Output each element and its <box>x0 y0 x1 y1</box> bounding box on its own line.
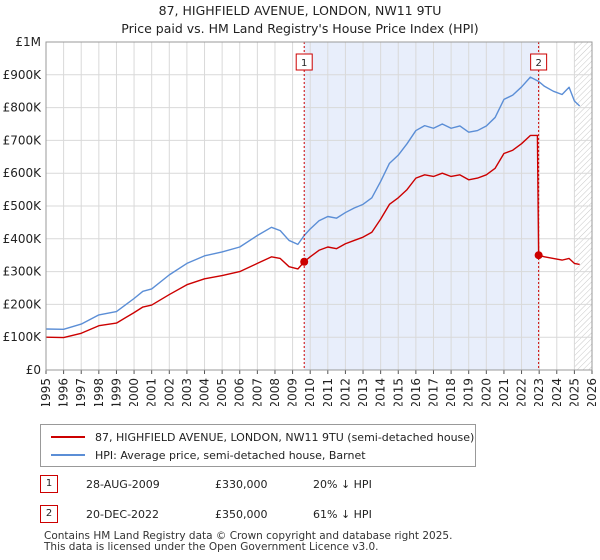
x-tick-label: 2021 <box>497 378 511 406</box>
y-tick-label: £1M <box>15 36 41 49</box>
x-tick-label: 2026 <box>585 378 599 406</box>
sale-row-1: 1 28-AUG-2009 £330,000 20% ↓ HPI <box>40 475 580 495</box>
x-tick-label: 1998 <box>92 378 106 406</box>
sale-number-badge: 1 <box>40 475 58 493</box>
footer-copyright: Contains HM Land Registry data © Crown c… <box>44 530 453 542</box>
sale-marker-box <box>295 53 313 71</box>
x-tick-label: 2002 <box>162 378 176 406</box>
x-tick-label: 2006 <box>233 378 247 406</box>
sale-point <box>534 251 543 260</box>
footer-licence: This data is licensed under the Open Gov… <box>44 541 379 553</box>
sale-date: 20-DEC-2022 <box>86 508 160 521</box>
legend: 87, HIGHFIELD AVENUE, LONDON, NW11 9TU (… <box>40 424 476 467</box>
x-tick-label: 2015 <box>391 378 405 406</box>
x-tick-label: 1996 <box>57 378 71 406</box>
sale-row-2: 2 20-DEC-2022 £350,000 61% ↓ HPI <box>40 505 580 525</box>
y-tick-label: £200K <box>3 297 43 311</box>
sale-hpi-diff: 20% ↓ HPI <box>313 478 372 491</box>
x-tick-label: 1995 <box>39 378 53 406</box>
legend-swatch-hpi <box>51 454 85 456</box>
x-tick-label: 2003 <box>180 378 194 406</box>
y-tick-label: £300K <box>3 265 43 279</box>
x-tick-label: 2024 <box>550 378 564 406</box>
x-tick-label: 2013 <box>356 378 370 406</box>
legend-label-property: 87, HIGHFIELD AVENUE, LONDON, NW11 9TU (… <box>95 430 475 444</box>
x-tick-label: 2025 <box>567 378 581 406</box>
x-tick-label: 2017 <box>426 378 440 406</box>
sale-marker-label: 1 <box>301 58 307 69</box>
y-tick-label: £600K <box>3 166 43 180</box>
sale-price: £330,000 <box>215 478 268 491</box>
x-tick-label: 2005 <box>215 378 229 406</box>
legend-swatch-property <box>51 436 85 438</box>
sale-hpi-diff: 61% ↓ HPI <box>313 508 372 521</box>
x-tick-label: 2022 <box>515 378 529 406</box>
sale-price: £350,000 <box>215 508 268 521</box>
chart-subtitle: Price paid vs. HM Land Registry's House … <box>121 21 479 36</box>
x-tick-label: 2004 <box>198 378 212 406</box>
y-tick-label: £800K <box>3 101 43 115</box>
legend-label-hpi: HPI: Average price, semi-detached house,… <box>95 448 366 462</box>
x-tick-label: 2009 <box>286 378 300 406</box>
y-tick-label: £900K <box>3 68 43 82</box>
sale-marker-label: 2 <box>535 58 541 69</box>
y-tick-label: £500K <box>3 199 43 213</box>
x-tick-label: 2010 <box>303 378 317 406</box>
x-tick-label: 2014 <box>374 378 388 406</box>
chart-title: 87, HIGHFIELD AVENUE, LONDON, NW11 9TU <box>158 3 442 18</box>
sale-number-badge: 2 <box>40 505 58 523</box>
x-tick-label: 2019 <box>462 378 476 406</box>
sale-date: 28-AUG-2009 <box>86 478 160 491</box>
y-tick-label: £100K <box>3 330 43 344</box>
x-tick-label: 2000 <box>127 378 141 406</box>
y-tick-label: £0 <box>26 363 41 377</box>
y-tick-label: £700K <box>3 133 43 147</box>
sale-point <box>300 257 309 266</box>
x-tick-label: 2012 <box>338 378 352 406</box>
x-tick-label: 2008 <box>268 378 282 406</box>
x-tick-label: 2001 <box>145 378 159 406</box>
legend-item-hpi: HPI: Average price, semi-detached house,… <box>51 446 366 464</box>
series-line-hpi <box>45 76 581 331</box>
x-tick-label: 2016 <box>409 378 423 406</box>
x-tick-label: 2023 <box>532 378 546 406</box>
x-tick-label: 2007 <box>250 378 264 406</box>
y-tick-label: £400K <box>3 232 43 246</box>
x-tick-label: 2018 <box>444 378 458 406</box>
sale-marker-box <box>530 53 548 71</box>
x-tick-label: 1997 <box>74 378 88 406</box>
price-chart: 1 2 £0 £100K £200K £300K £400K £500K £600K £700K… <box>3 36 599 406</box>
x-tick-label: 2020 <box>479 378 493 406</box>
x-tick-label: 1999 <box>109 378 123 406</box>
footer: Contains HM Land Registry data © Crown c… <box>44 531 452 553</box>
plot-border <box>45 41 593 371</box>
series-line-property <box>45 134 580 339</box>
legend-item-property: 87, HIGHFIELD AVENUE, LONDON, NW11 9TU (… <box>51 428 474 446</box>
x-tick-label: 2011 <box>321 378 335 406</box>
